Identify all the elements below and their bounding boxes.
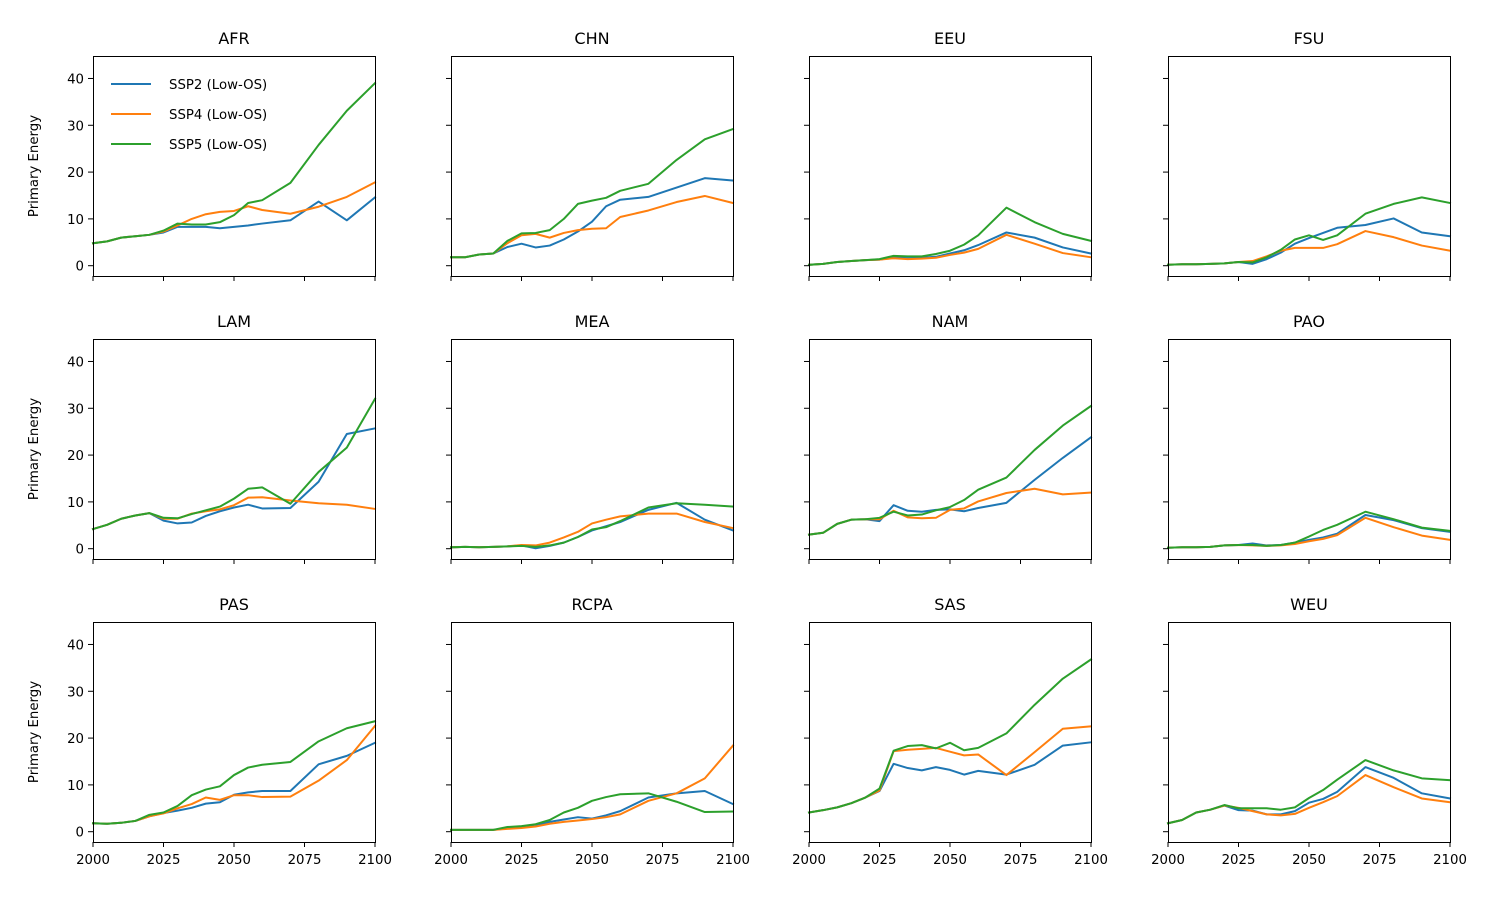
panel-title-chn: CHN <box>574 29 609 48</box>
panel-title-pas: PAS <box>219 595 249 614</box>
series-line-mea-2 <box>449 501 735 550</box>
legend-label: SSP4 (Low-OS) <box>169 108 267 123</box>
panel-title-afr: AFR <box>218 29 249 48</box>
series-line-weu-5 <box>1166 759 1452 825</box>
x-tick-label: 2100 <box>358 853 392 868</box>
panel-title-pao: PAO <box>1293 312 1325 331</box>
y-tick-label: 40 <box>67 638 84 653</box>
panel-title-nam: NAM <box>932 312 969 331</box>
x-tick-label: 2025 <box>505 853 539 868</box>
axes-frame-sas <box>809 622 1092 843</box>
x-tick-label: 2050 <box>1292 853 1326 868</box>
axes-frame-pao <box>1168 339 1451 560</box>
series-line-mea-5 <box>449 502 735 549</box>
legend-label: SSP2 (Low-OS) <box>169 78 267 93</box>
panel-title-lam: LAM <box>217 312 251 331</box>
y-tick-label: 20 <box>67 449 84 464</box>
y-tick-label: 40 <box>67 355 84 370</box>
series-line-afr-5 <box>91 81 377 245</box>
y-tick-label: 30 <box>67 119 84 134</box>
series-line-eeu-5 <box>807 206 1093 266</box>
series-line-pao-4 <box>1166 516 1452 549</box>
panel-title-fsu: FSU <box>1294 29 1325 48</box>
series-line-sas-2 <box>807 741 1093 814</box>
y-axis-label: Primary Energy <box>27 681 42 783</box>
panel-title-eeu: EEU <box>934 29 966 48</box>
axes-frame-chn <box>451 56 734 277</box>
y-axis-label: Primary Energy <box>27 398 42 500</box>
series-line-afr-4 <box>91 181 377 245</box>
x-tick-label: 2000 <box>792 853 826 868</box>
series-line-rcpa-2 <box>450 789 735 831</box>
series-line-nam-4 <box>807 487 1093 536</box>
series-line-lam-2 <box>91 427 377 531</box>
x-tick-label: 2025 <box>863 853 897 868</box>
series-line-chn-2 <box>450 177 735 259</box>
series-line-lam-4 <box>91 496 377 531</box>
y-tick-label: 40 <box>67 72 84 87</box>
y-axis-label: Primary Energy <box>27 115 42 217</box>
series-line-lam-5 <box>91 397 377 531</box>
legend-label: SSP5 (Low-OS) <box>169 138 267 153</box>
x-tick-label: 2025 <box>147 853 181 868</box>
x-tick-label: 2000 <box>434 853 468 868</box>
y-tick-label: 30 <box>67 685 84 700</box>
series-line-sas-5 <box>807 658 1093 814</box>
x-tick-label: 2025 <box>1222 853 1256 868</box>
series-line-pas-2 <box>91 741 377 825</box>
y-tick-label: 20 <box>67 166 84 181</box>
panel-title-sas: SAS <box>934 595 966 614</box>
x-tick-label: 2050 <box>575 853 609 868</box>
series-line-chn-5 <box>450 127 735 259</box>
x-tick-label: 2050 <box>217 853 251 868</box>
panel-title-mea: MEA <box>575 312 610 331</box>
panel-title-rcpa: RCPA <box>571 595 612 614</box>
x-tick-label: 2000 <box>1151 853 1185 868</box>
y-tick-label: 30 <box>67 402 84 417</box>
x-tick-label: 2050 <box>933 853 967 868</box>
x-tick-label: 2075 <box>1004 853 1038 868</box>
x-tick-label: 2000 <box>76 853 110 868</box>
x-tick-label: 2075 <box>1363 853 1397 868</box>
series-line-nam-5 <box>807 404 1093 536</box>
y-tick-label: 10 <box>67 213 84 228</box>
series-line-weu-2 <box>1166 766 1452 825</box>
panel-title-weu: WEU <box>1290 595 1328 614</box>
series-line-chn-4 <box>450 194 735 259</box>
x-tick-label: 2075 <box>288 853 322 868</box>
axes-frame-rcpa <box>451 622 734 843</box>
series-line-rcpa-5 <box>450 792 735 831</box>
x-tick-label: 2100 <box>1433 853 1467 868</box>
y-tick-label: 0 <box>76 826 84 841</box>
y-tick-label: 10 <box>67 779 84 794</box>
series-line-pas-5 <box>91 720 377 825</box>
series-line-rcpa-4 <box>450 744 735 831</box>
x-tick-label: 2075 <box>646 853 680 868</box>
axes-frame-nam <box>809 339 1092 560</box>
axes-frame-fsu <box>1168 56 1451 277</box>
y-tick-label: 10 <box>67 496 84 511</box>
axes-frame-mea <box>451 339 734 560</box>
y-tick-label: 20 <box>67 732 84 747</box>
axes-frame-lam <box>93 339 376 560</box>
series-line-pao-5 <box>1166 510 1452 549</box>
axes-frame-pas <box>93 622 376 843</box>
series-line-fsu-5 <box>1166 196 1452 266</box>
y-tick-label: 0 <box>76 260 84 275</box>
x-tick-label: 2100 <box>1074 853 1108 868</box>
x-tick-label: 2100 <box>716 853 750 868</box>
y-tick-label: 0 <box>76 543 84 558</box>
